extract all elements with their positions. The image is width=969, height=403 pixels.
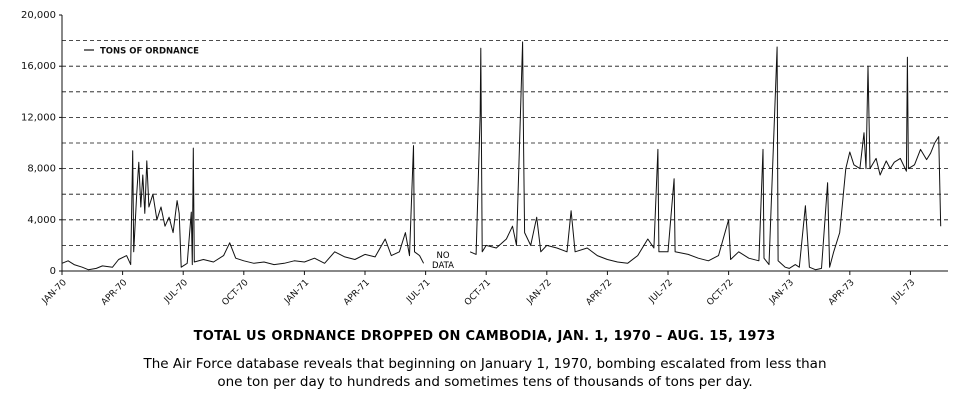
legend-label: TONS OF ORDNANCE bbox=[100, 47, 199, 57]
x-tick-label: APR-71 bbox=[342, 278, 372, 308]
x-tick-label: JUL-72 bbox=[647, 278, 675, 306]
data-line bbox=[61, 41, 942, 271]
x-tick-label: APR-73 bbox=[827, 278, 857, 308]
annotation: NO DATA bbox=[432, 251, 454, 271]
x-tick-label: JAN-70 bbox=[40, 278, 69, 307]
x-tick-label: JUL-73 bbox=[889, 278, 917, 306]
x-tick-label: OCT-71 bbox=[463, 278, 493, 308]
x-tick-label: APR-72 bbox=[584, 278, 614, 308]
chart: TONS OF ORDNANCE 0 4,000 8,000 12,000 16,000… bbox=[21, 10, 948, 308]
chart-title: TOTAL US ORDNANCE DROPPED ON CAMBODIA, J… bbox=[193, 329, 776, 344]
y-tick-label: 0 bbox=[50, 266, 56, 277]
x-tick-label: JAN-73 bbox=[767, 278, 796, 307]
x-tick-label: JAN-71 bbox=[282, 278, 311, 307]
x-tick-label: JUL-71 bbox=[404, 278, 432, 306]
y-tick-label: 16,000 bbox=[21, 61, 56, 72]
y-tick-label: 12,000 bbox=[21, 112, 56, 123]
x-tick-label: JUL-70 bbox=[162, 278, 190, 306]
x-tick-label: JAN-72 bbox=[525, 278, 554, 307]
x-tick-label: OCT-70 bbox=[220, 278, 250, 308]
caption: The Air Force database reveals that begi… bbox=[143, 356, 827, 390]
y-tick-label: 20,000 bbox=[21, 10, 56, 21]
x-tick-label: APR-70 bbox=[100, 278, 130, 308]
y-tick-label: 8,000 bbox=[27, 164, 56, 175]
y-tick-label: 4,000 bbox=[27, 215, 56, 226]
x-tick-label: OCT-72 bbox=[705, 278, 735, 308]
